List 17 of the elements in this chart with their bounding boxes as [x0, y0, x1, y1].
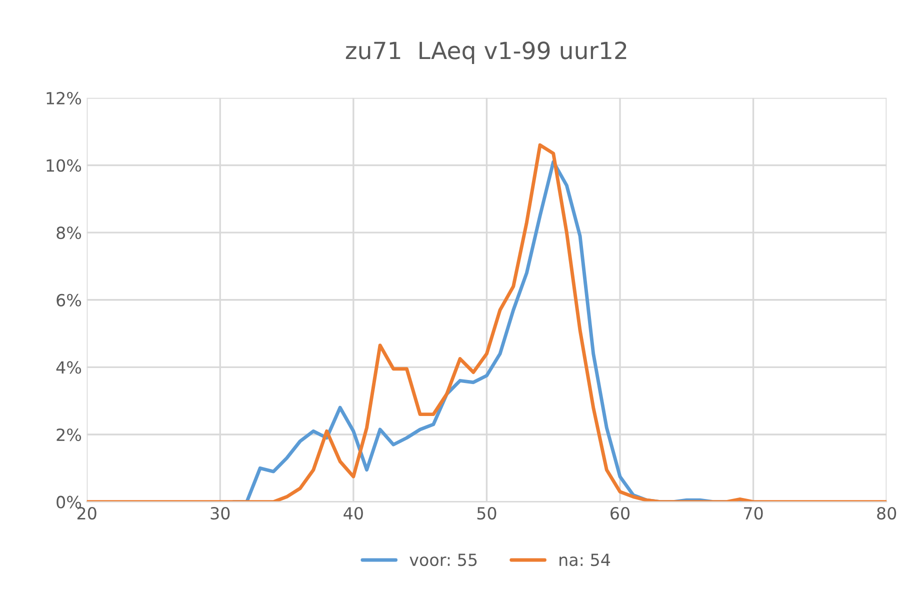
legend-label: na: 54 [560, 554, 610, 566]
y-tick-label: 8% [56, 226, 82, 240]
y-tick-label: 10% [46, 159, 82, 172]
y-tick-label: 2% [56, 428, 82, 442]
x-tick-label: 80 [877, 506, 896, 520]
x-tick-label: 50 [477, 506, 496, 520]
y-tick-label: 4% [56, 361, 82, 374]
y-tick-label: 12% [46, 92, 82, 104]
x-tick-label: 30 [210, 506, 230, 520]
legend-label: voor: 55 [410, 554, 477, 566]
x-tick-label: 70 [744, 506, 763, 520]
x-tick-label: 40 [344, 506, 363, 520]
y-tick-label: 6% [56, 294, 82, 306]
chart-title: zu71 LAeq v1-99 uur12 [346, 42, 626, 64]
y-tick-label: 0% [56, 496, 82, 508]
x-tick-label: 60 [610, 506, 630, 520]
x-tick-label: 20 [77, 506, 96, 520]
